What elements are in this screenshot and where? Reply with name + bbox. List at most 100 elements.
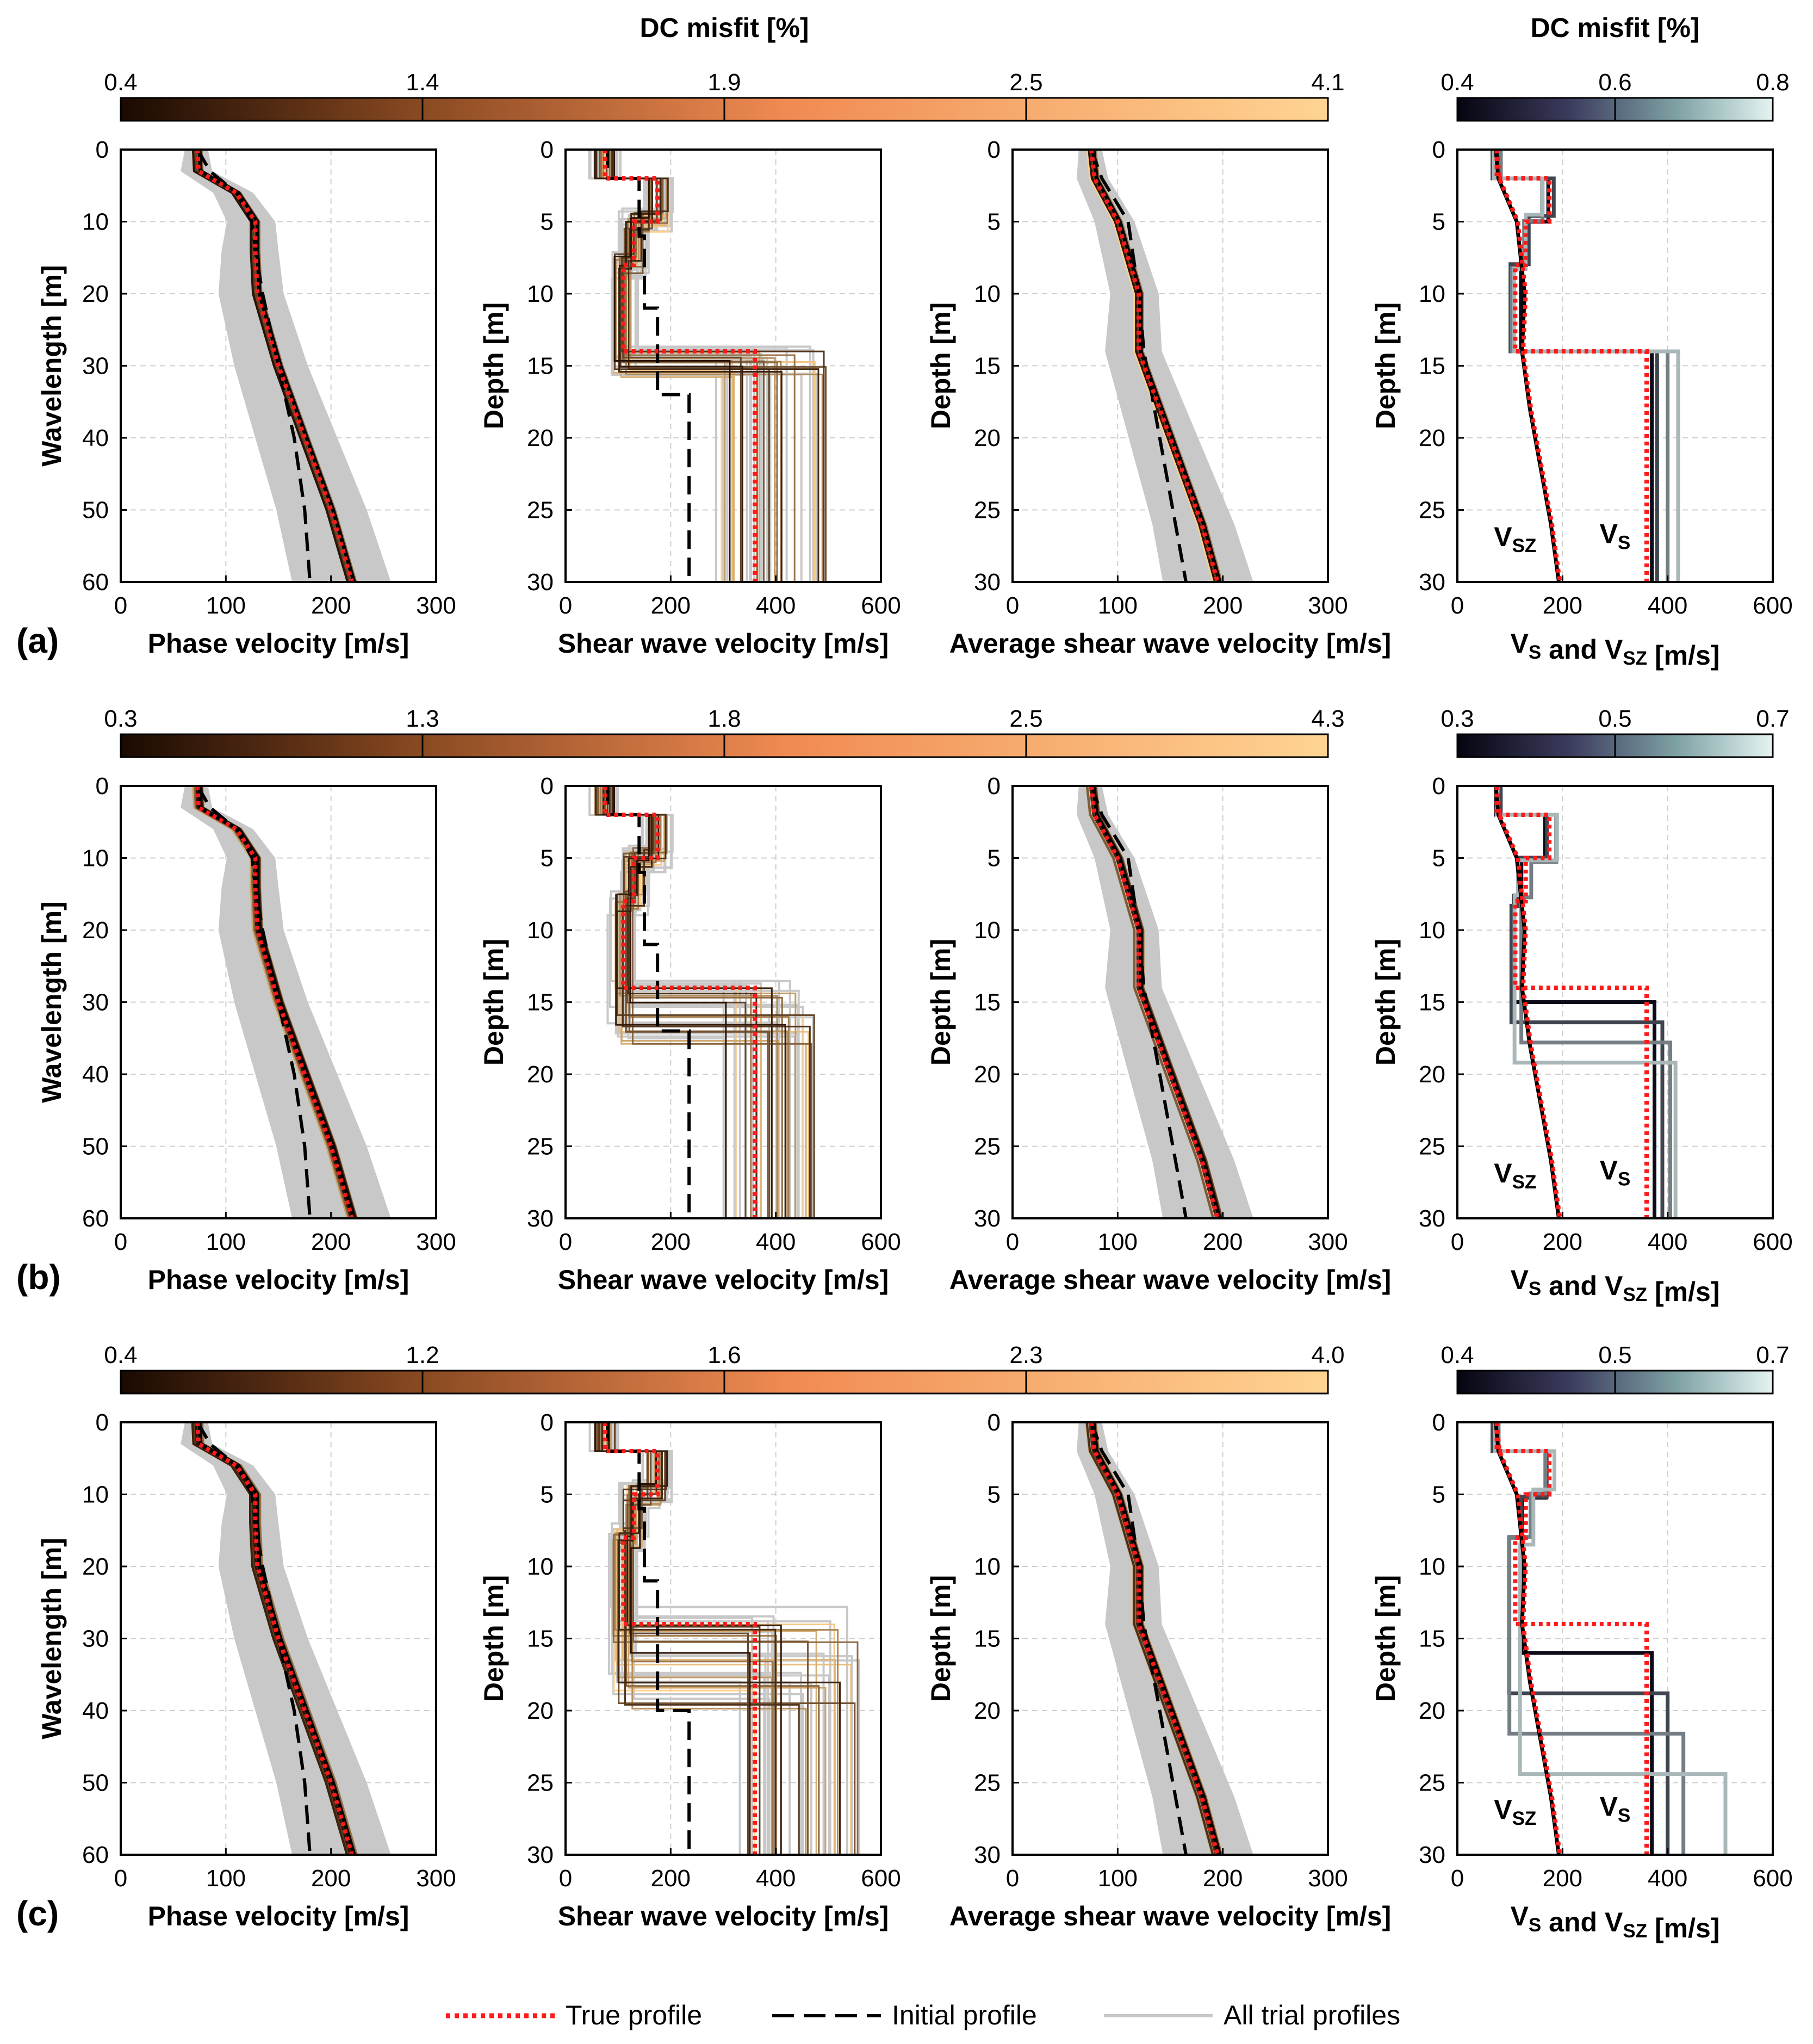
y-tick-label: 30 [82,353,109,380]
vsz-label: VSZ [1494,522,1536,556]
colorbar-tick-label: 0.5 [1598,705,1631,732]
vs-true-line [1494,1422,1649,1855]
x-axis-label: VS and VSZ [m/s] [1511,1265,1720,1307]
y-tick-label: 15 [1419,353,1445,380]
y-tick-label: 30 [974,569,1001,596]
y-tick-label: 10 [82,209,109,236]
y-tick-label: 30 [527,1842,554,1868]
plot-area [1494,785,1678,1219]
x-tick-label: 0 [559,592,572,619]
side-colorbar-title: DC misfit [%] [1530,13,1699,43]
trial-envelope [1076,150,1253,582]
colorbar-tick-label: 2.5 [1009,69,1042,96]
y-tick-label: 10 [82,1482,109,1508]
x-tick-label: 200 [1543,592,1582,619]
panel-c-1: 0 100 200 300 0 10 20 30 40 50 60 Phase velocity [m… [36,1409,456,1931]
panel-c-3: 0 100 200 300 0 5 10 15 20 25 30 Average shear wave… [926,1409,1391,1931]
x-axis-label: Shear wave velocity [m/s] [558,1901,889,1931]
y-tick-label: 30 [527,569,554,596]
colorbar-group: 0.4 1.4 1.9 2.5 4.1 0.4 0.6 0.8 DC misfit [%] DC … [104,13,1790,122]
row-label: (b) [16,1258,61,1297]
y-tick-label: 20 [527,1698,554,1724]
vs-true-line [1494,786,1649,1218]
vs-label: VS [1600,1155,1631,1190]
x-tick-label: 100 [206,592,246,619]
x-tick-label: 400 [1648,1229,1687,1255]
colorbar-tick-label: 0.7 [1756,1342,1789,1368]
x-tick-label: 200 [1203,592,1243,619]
colorbar-tick-label: 0.4 [1441,69,1474,96]
y-tick-label: 15 [527,353,554,380]
true-profile-line [603,150,757,582]
initial-profile-line [1090,1421,1188,1855]
y-tick-label: 10 [974,917,1001,944]
y-tick-label: 60 [82,1205,109,1232]
colorbar-tick-label: 0.5 [1598,1342,1631,1368]
plot-area [1076,1421,1253,1856]
x-tick-label: 400 [1648,592,1687,619]
plot-area [181,785,391,1219]
y-tick-label: 30 [527,1205,554,1232]
y-tick-label: 25 [1419,497,1445,524]
row-label: (c) [16,1894,59,1933]
panel-b-1: 0 100 200 300 0 10 20 30 40 50 60 Phase velocity [m… [36,773,456,1295]
y-tick-label: 30 [82,989,109,1016]
x-tick-label: 200 [1543,1865,1582,1892]
x-tick-label: 200 [651,1865,691,1892]
y-tick-label: 20 [527,1061,554,1088]
y-tick-label: 60 [82,569,109,596]
true-profile-line [1089,785,1220,1219]
y-tick-label: 0 [988,773,1001,800]
legend: True profile Initial profile All trial pro… [446,2000,1400,2030]
x-tick-label: 0 [1006,592,1019,619]
panel-a-3: 0 100 200 300 0 5 10 15 20 25 30 Average shear wave… [926,137,1391,659]
y-axis-label: Depth [m] [1370,302,1401,429]
colorbar-tick-label: 0.3 [104,705,137,732]
y-tick-label: 30 [974,1842,1001,1868]
x-tick-label: 0 [114,1229,127,1255]
legend-true-label: True profile [566,2000,702,2030]
plot-area [588,150,827,582]
colorbar-tick-label: 1.9 [707,69,741,96]
y-tick-label: 20 [82,281,109,307]
trial-envelope [181,1422,391,1855]
legend-trial-label: All trial profiles [1224,2000,1400,2030]
plot-area [588,1422,860,1855]
y-axis-label: Depth [m] [926,1575,956,1702]
y-tick-label: 20 [1419,425,1445,451]
x-tick-label: 100 [1098,1229,1138,1255]
x-tick-label: 0 [114,1865,127,1892]
panel-b-3: 0 100 200 300 0 5 10 15 20 25 30 Average shear wave… [926,773,1391,1295]
panel-a-2: 0 200 400 600 0 5 10 15 20 25 30 Shear wave velocit… [479,137,901,659]
x-tick-label: 600 [1753,592,1792,619]
true-profile-line [1089,149,1220,583]
colorbar-tick-label: 2.5 [1009,705,1042,732]
y-tick-label: 25 [974,1770,1001,1797]
x-tick-label: 200 [1543,1229,1582,1255]
x-tick-label: 0 [1451,1865,1464,1892]
panel-c-2: 0 200 400 600 0 5 10 15 20 25 30 Shear wave velocit… [479,1409,901,1931]
y-tick-label: 15 [974,353,1001,380]
y-tick-label: 20 [974,1698,1001,1724]
panel-c-4: VSZ VS 0 200 400 600 0 5 10 15 20 25 30 VS and VSZ [m… [1370,1409,1793,1943]
y-tick-label: 0 [541,137,554,163]
y-tick-label: 10 [1419,281,1445,307]
colorbar-group: 0.4 1.2 1.6 2.3 4.0 0.4 0.5 0.7 [104,1342,1790,1395]
x-tick-label: 300 [1308,1865,1348,1892]
plot-area [181,1421,391,1856]
x-axis-label: Phase velocity [m/s] [148,1901,409,1931]
vsz-true-line [1494,149,1562,583]
y-tick-label: 0 [541,773,554,800]
colorbar-tick-label: 1.4 [406,69,439,96]
y-axis-label: Wavelength [m] [36,1538,67,1739]
plot-area [1491,149,1680,583]
colorbar-tick-label: 0.4 [104,69,137,96]
panel-a-1: 0 100 200 300 0 10 20 30 40 50 60 Phase velocity [m… [36,137,456,659]
x-tick-label: 300 [416,592,456,619]
y-tick-label: 40 [82,1061,109,1088]
x-tick-label: 0 [1451,592,1464,619]
y-tick-label: 15 [1419,1626,1445,1652]
legend-initial-label: Initial profile [892,2000,1037,2030]
